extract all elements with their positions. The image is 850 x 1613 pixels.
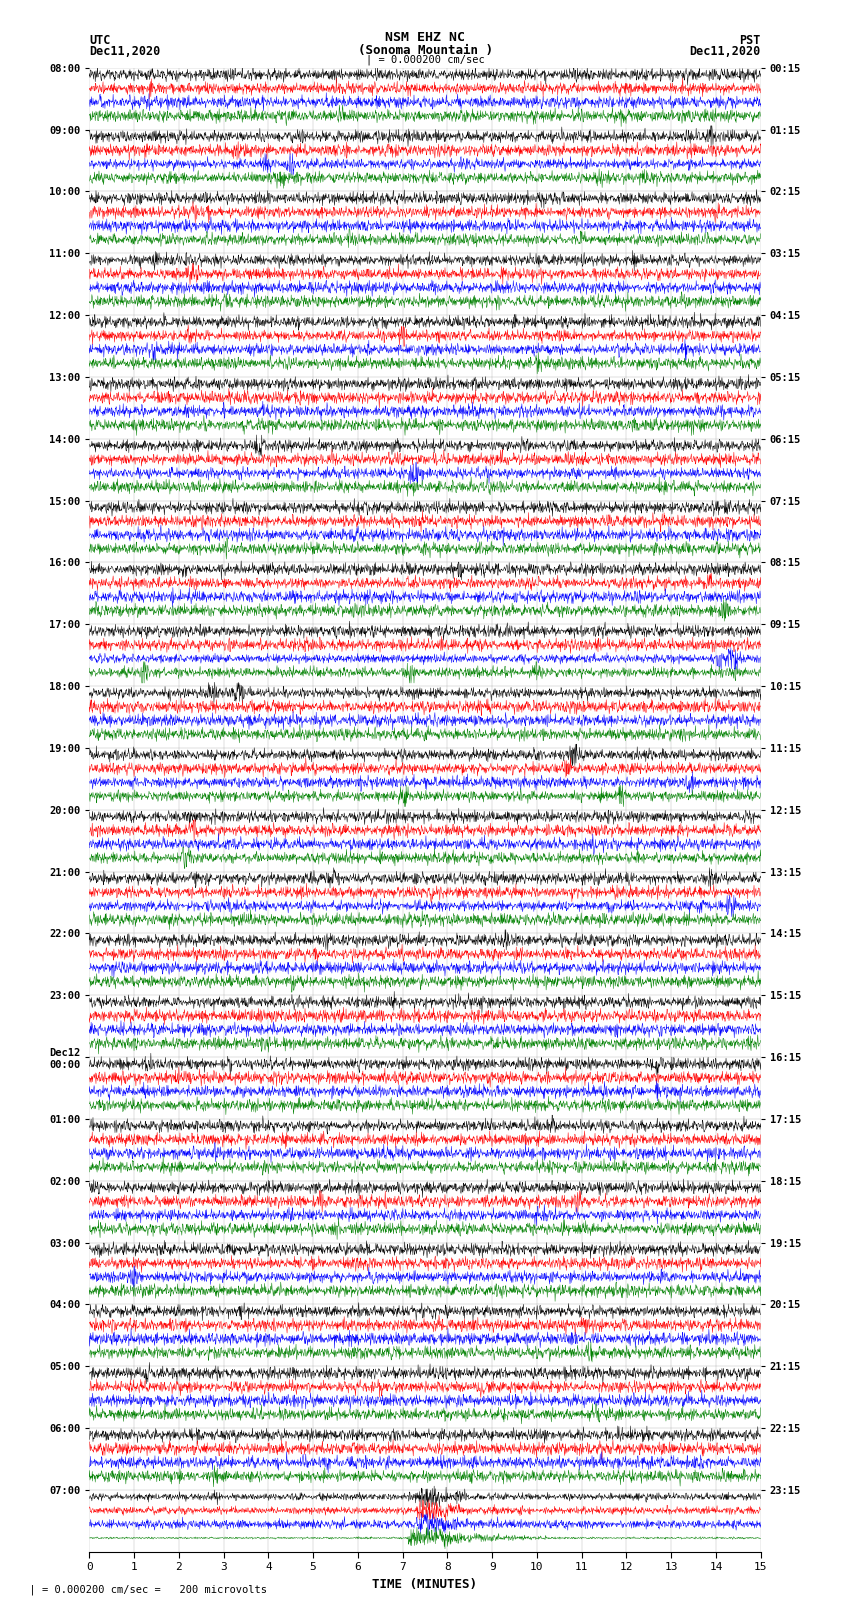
Text: (Sonoma Mountain ): (Sonoma Mountain ) [358, 44, 492, 56]
Text: | = 0.000200 cm/sec =   200 microvolts: | = 0.000200 cm/sec = 200 microvolts [17, 1584, 267, 1595]
Text: PST: PST [740, 34, 761, 47]
Text: Dec11,2020: Dec11,2020 [89, 45, 161, 58]
Text: Dec11,2020: Dec11,2020 [689, 45, 761, 58]
Text: UTC: UTC [89, 34, 110, 47]
Text: | = 0.000200 cm/sec: | = 0.000200 cm/sec [366, 55, 484, 66]
X-axis label: TIME (MINUTES): TIME (MINUTES) [372, 1578, 478, 1590]
Text: NSM EHZ NC: NSM EHZ NC [385, 31, 465, 44]
